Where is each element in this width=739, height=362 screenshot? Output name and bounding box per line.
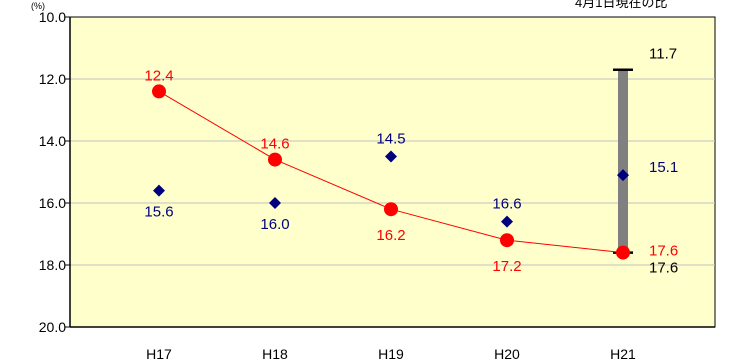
blue-diamond-marker: [501, 215, 513, 228]
red-data-label: 17.6: [649, 243, 678, 260]
red-data-label: 16.2: [376, 227, 405, 244]
red-circle-marker: [500, 233, 514, 248]
y-tick-label: 14.0: [39, 133, 66, 149]
plot-area: [69, 16, 716, 328]
red-data-label: 12.4: [144, 67, 173, 84]
data-labels: 11.7 17.6 12.4 14.6 16.2 17.2 17.6 15.6 16.0 14.5…: [144, 46, 678, 277]
blue-data-label: 14.5: [376, 131, 405, 148]
red-circle-marker: [152, 84, 166, 99]
red-data-label: 17.2: [492, 258, 521, 275]
red-circle-marker: [268, 152, 282, 167]
blue-diamond-marker: [617, 169, 629, 182]
y-tick-label: 16.0: [39, 195, 66, 211]
range-high-label: 11.7: [649, 46, 677, 63]
axes: 10.0 12.0 14.0 16.0 18.0 20.0 H17 H18 H19 H20 H21: [39, 9, 715, 362]
red-data-label: 14.6: [260, 136, 289, 153]
x-tick-label: H21: [610, 346, 636, 362]
x-tick-label: H20: [494, 346, 520, 362]
x-tick-label: H19: [378, 346, 404, 362]
red-circle-marker: [616, 245, 630, 260]
range-low-label: 17.6: [649, 260, 678, 277]
range-bar-body: [618, 69, 628, 253]
y-tick-label: 12.0: [39, 71, 66, 87]
blue-diamond-marker: [385, 150, 397, 163]
y-tick-label: 20.0: [39, 319, 66, 335]
x-tick-label: H17: [146, 346, 172, 362]
blue-diamond-marker: [153, 184, 165, 197]
blue-data-label: 16.6: [492, 196, 521, 213]
blue-data-label: 16.0: [260, 216, 289, 233]
y-tick-label: 10.0: [39, 9, 66, 25]
top-note: 4月1日現在の比: [575, 0, 667, 10]
blue-data-label: 15.1: [649, 159, 678, 176]
y-tick-label: 18.0: [39, 257, 66, 273]
blue-data-label: 15.6: [144, 204, 173, 221]
plot-background: [69, 16, 716, 328]
markers: [152, 84, 630, 260]
y-unit-label: (%): [31, 1, 45, 11]
blue-diamond-marker: [269, 197, 281, 209]
red-circle-marker: [384, 202, 398, 217]
x-tick-label: H18: [262, 346, 288, 362]
